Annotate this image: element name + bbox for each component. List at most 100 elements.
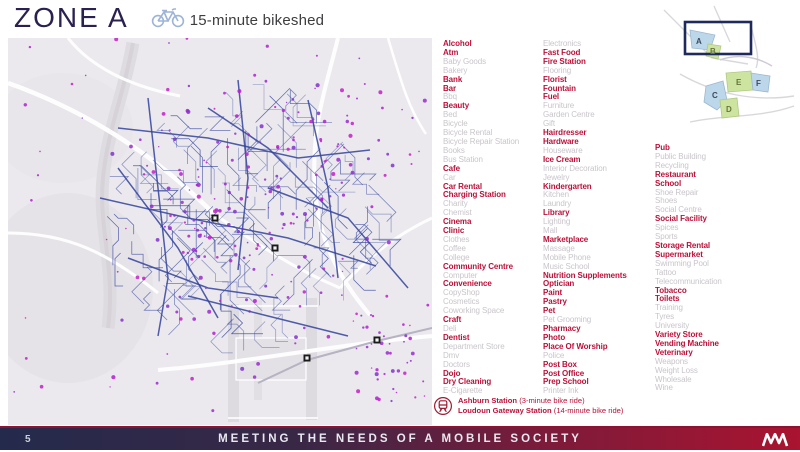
amenity-department-store: Department Store (443, 341, 505, 351)
amenity-marketplace: Marketplace (543, 234, 589, 244)
amenity-pet-grooming: Pet Grooming (543, 315, 592, 325)
amenity-lighting: Lighting (543, 217, 571, 227)
amenity-books: Books (443, 145, 465, 155)
station-markers (211, 214, 381, 362)
amenity-garden-centre: Garden Centre (543, 110, 595, 120)
amenity-bicycle-repair-station: Bicycle Repair Station (443, 136, 520, 146)
amenity-bicycle: Bicycle (443, 119, 468, 129)
amenity-place-of-worship: Place Of Worship (543, 341, 608, 351)
amenity-telecommunication: Telecommunication (655, 276, 722, 286)
amenity-veterinary: Veterinary (655, 347, 693, 357)
amenity-restaurant: Restaurant (655, 169, 696, 179)
amenity-photo: Photo (543, 332, 566, 342)
amenity-bicycle-rental: Bicycle Rental (443, 128, 493, 138)
zone-d-shape (719, 97, 740, 119)
amenity-police: Police (543, 350, 565, 360)
amenity-hardware: Hardware (543, 136, 579, 146)
amenity-optician: Optician (543, 279, 575, 289)
zone-label-f: F (756, 79, 761, 88)
amenity-music-school: Music School (543, 261, 590, 271)
amenity-wholesale: Wholesale (655, 374, 692, 384)
amenity-dentist: Dentist (443, 332, 470, 342)
amenity-printer-ink: Printer Ink (543, 386, 579, 396)
amenity-community-centre: Community Centre (443, 261, 513, 271)
amenity-shoes: Shoes (655, 196, 678, 206)
amenity-laundry: Laundry (543, 199, 572, 209)
amenity-university: University (655, 321, 690, 331)
amenity-supermarket: Supermarket (655, 249, 703, 259)
zone-label-e: E (736, 78, 742, 87)
amenity-sports: Sports (655, 232, 678, 242)
subtitle: 15-minute bikeshed (189, 11, 325, 29)
amenity-mall: Mall (543, 226, 558, 236)
amenity-e-cigarette: E-Cigarette (443, 386, 483, 396)
amenity-cinema: Cinema (443, 217, 472, 227)
amenity-shoe-repair: Shoe Repair (655, 187, 699, 197)
amenity-weight-loss: Weight Loss (655, 365, 698, 375)
amenity-column-1: Alcohol Atm Baby Goods Bakery Bank Bar Bbq Beau… (443, 39, 541, 396)
zone-f-shape (750, 72, 771, 93)
amenity-alcohol: Alcohol (443, 39, 472, 48)
amenity-wine: Wine (655, 383, 673, 393)
amenity-prep-school: Prep School (543, 377, 589, 387)
zone-a-highlight-box (683, 20, 753, 56)
amenity-tobacco: Tobacco (655, 285, 687, 295)
amenity-tattoo: Tattoo (655, 267, 677, 277)
amenity-chemist: Chemist (443, 208, 472, 218)
amenity-jewelry: Jewelry (543, 172, 570, 182)
amenity-spices: Spices (655, 223, 679, 233)
amenity-bbq: Bbq (443, 92, 457, 102)
amenity-variety-store: Variety Store (655, 330, 703, 340)
amenity-tyres: Tyres (655, 312, 675, 322)
amenity-atm: Atm (443, 47, 459, 57)
amenity-doctors: Doctors (443, 359, 470, 369)
amenity-nutrition-supplements: Nutrition Supplements (543, 270, 627, 280)
bicycle-icon (151, 7, 185, 33)
amenity-coffee: Coffee (443, 243, 466, 253)
amenity-training: Training (655, 303, 683, 313)
amenity-car-rental: Car Rental (443, 181, 483, 191)
amenity-weapons: Weapons (655, 356, 688, 366)
amenity-column-3: Pub Public Building Recycling Restaurant Sch… (655, 40, 775, 393)
amenity-bed: Bed (443, 110, 457, 120)
amenity-ice-cream: Ice Cream (543, 154, 581, 164)
amenity-toilets: Toilets (655, 294, 680, 304)
amenity-craft: Craft (443, 315, 462, 325)
amenity-mobile-phone: Mobile Phone (543, 252, 591, 262)
amenity-florist: Florist (543, 74, 567, 84)
amenity-post-box: Post Box (543, 359, 577, 369)
amenity-vending-machine: Vending Machine (655, 338, 719, 348)
amenity-bus-station: Bus Station (443, 154, 483, 164)
amenity-charging-station: Charging Station (443, 190, 506, 200)
page-number: 5 (25, 433, 31, 445)
page-title: ZONE A (14, 2, 129, 33)
amenity-pharmacy: Pharmacy (543, 324, 581, 333)
slide-footer: 5 MEETING THE NEEDS OF A MOBILE SOCIETY (0, 426, 800, 450)
amenity-social-facility: Social Facility (655, 214, 707, 224)
amenity-massage: Massage (543, 243, 575, 253)
legend-station-1: Ashburn Station (3-minute bike ride) (458, 396, 585, 405)
amenity-hairdresser: Hairdresser (543, 128, 587, 138)
amenity-fuel: Fuel (543, 92, 560, 102)
amenity-dry-cleaning: Dry Cleaning (443, 377, 492, 387)
amenity-beauty: Beauty (443, 101, 470, 111)
amenity-storage-rental: Storage Rental (655, 240, 711, 250)
amenity-bank: Bank (443, 74, 463, 84)
inset-roads (663, 5, 795, 123)
amenity-kindergarten: Kindergarten (543, 181, 592, 191)
zone-overview-inset: A B C D E F (660, 2, 798, 140)
amenity-social-centre: Social Centre (655, 205, 702, 215)
bikeshed-map (0, 37, 433, 425)
amenity-houseware: Houseware (543, 145, 583, 155)
zone-label-b: B (710, 47, 716, 56)
amenity-fountain: Fountain (543, 83, 576, 93)
metro-station-icon (433, 396, 453, 421)
amenity-library: Library (543, 208, 570, 218)
amenity-column-2: Electronics Fast Food Fire Station Flooring… (543, 39, 653, 396)
base-roads (7, 37, 433, 372)
station-legend: Ashburn Station (3-minute bike ride) Lou… (433, 396, 623, 421)
amenity-college: College (443, 252, 470, 262)
amenity-dmv: Dmv (443, 350, 460, 360)
amenity-fire-station: Fire Station (543, 56, 586, 66)
amenity-cafe: Cafe (443, 163, 460, 173)
